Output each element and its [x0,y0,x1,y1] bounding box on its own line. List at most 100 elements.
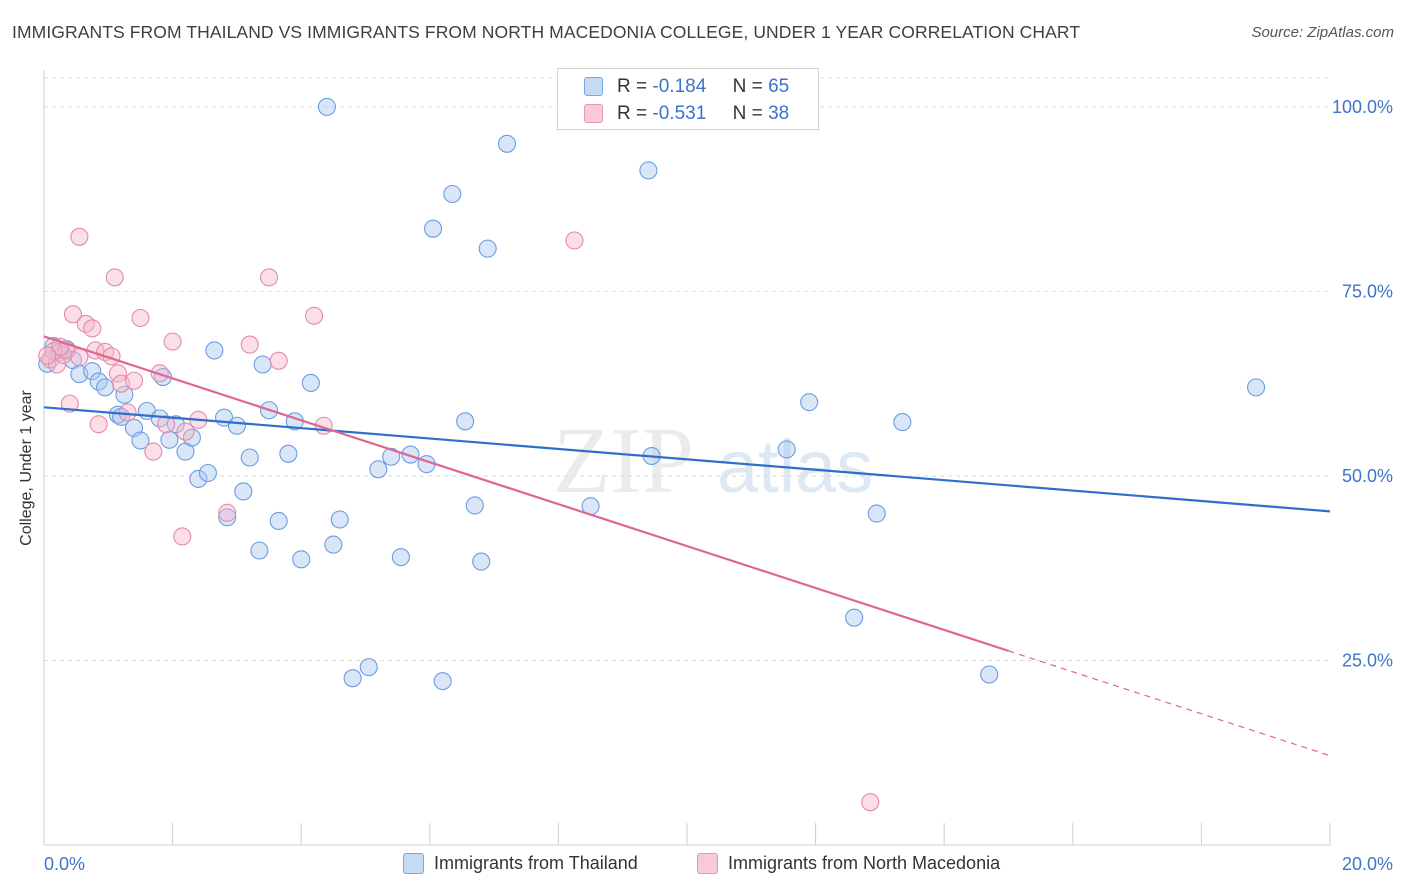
thailand-point-36 [317,97,336,116]
thailand-point-29 [253,355,272,374]
thailand-point-32 [279,444,298,463]
y-axis-label: College, Under 1 year [18,390,35,546]
north-macedonia-point-20 [144,442,163,461]
legend-swatch-north-macedonia [584,104,603,123]
bottom-legend-swatch-north-macedonia [697,853,718,874]
thailand-point-51 [472,552,491,571]
thailand-point-39 [343,669,362,688]
trend-lines [43,335,1331,757]
north-macedonia-point-19 [131,308,150,328]
thailand-point-38 [330,510,349,529]
north-macedonia-point-28 [240,335,259,354]
north-macedonia-point-24 [173,527,192,546]
thailand-point-44 [401,445,420,464]
thailand-point-16 [160,430,179,449]
thailand-point-27 [240,448,259,467]
gridlines [44,77,1330,661]
thailand-point-40 [359,658,378,677]
north-macedonia-point-15 [108,364,127,383]
thailand-point-28 [250,541,269,560]
source-credit: Source: ZipAtlas.com [1251,24,1394,41]
north-macedonia-point-5 [63,305,82,324]
legend-r-label: R = [617,103,648,124]
legend-r-value-thailand: -0.184 [652,76,707,97]
thailand-point-46 [423,219,443,238]
thailand-point-47 [433,672,452,691]
legend-n-value-thailand: 65 [768,76,790,97]
thailand-point-31 [269,511,288,531]
trend-line-thailand [43,406,1331,513]
thailand-point-49 [456,412,475,431]
north-macedonia-point-30 [269,351,288,370]
series-north-macedonia-points [38,227,880,812]
correlation-legend: R = -0.184 N = 65 R = -0.531 N = 38 [557,68,819,130]
thailand-point-41 [369,460,388,479]
thailand-point-52 [478,239,497,258]
legend-r-value-north-macedonia: -0.531 [652,103,707,124]
trend-line-north-macedonia-extension [1008,650,1331,757]
tick-labels: 25.0% 50.0% 75.0% 100.0% 0.0% 20.0% [44,97,1393,874]
x-tick-label-min: 0.0% [44,854,85,874]
north-macedonia-point-17 [118,403,137,422]
thailand-point-42 [382,447,401,466]
series-thailand-points [38,97,1266,691]
bottom-legend-label-thailand: Immigrants from Thailand [434,853,638,873]
north-macedonia-point-18 [124,371,144,390]
north-macedonia-point-9 [83,319,102,338]
thailand-point-5 [83,362,102,381]
north-macedonia-point-11 [89,415,108,434]
thailand-point-63 [1247,378,1266,397]
watermark-zip: ZIP [553,409,694,513]
legend-n-label: N = [732,103,763,124]
thailand-point-50 [465,496,484,515]
north-macedonia-point-22 [157,415,176,434]
thailand-point-43 [391,548,410,567]
x-tick-label-max: 20.0% [1342,854,1393,874]
thailand-point-55 [639,161,658,180]
thailand-point-35 [301,373,320,393]
north-macedonia-point-7 [70,227,89,246]
thailand-point-58 [800,393,819,412]
thailand-point-13 [131,431,150,450]
north-macedonia-point-31 [305,306,324,325]
thailand-point-25 [227,416,246,435]
thailand-point-20 [189,469,208,488]
trend-line-north-macedonia [43,335,1009,652]
thailand-point-26 [234,482,253,501]
bottom-legend-swatch-thailand [403,853,424,874]
thailand-point-60 [867,504,886,523]
north-macedonia-point-25 [176,422,195,441]
north-macedonia-point-37 [38,346,57,365]
thailand-point-62 [980,665,999,684]
north-macedonia-point-27 [218,503,237,522]
thailand-point-53 [497,134,517,153]
thailand-point-24 [218,508,237,527]
y-tick-label-25: 25.0% [1342,650,1393,670]
north-macedonia-point-29 [259,268,279,287]
legend-r-label: R = [617,76,648,97]
thailand-point-17 [166,415,185,434]
thailand-point-22 [205,341,224,360]
thailand-point-7 [96,378,115,397]
bottom-legend-label-north-macedonia: Immigrants from North Macedonia [728,853,1001,873]
axes [43,70,1331,846]
y-tick-label-50: 50.0% [1342,466,1393,486]
thailand-point-34 [292,550,311,569]
y-tick-label-100: 100.0% [1332,97,1393,117]
watermark-atlas: atlas [717,425,873,508]
legend-n-label: N = [732,76,763,97]
north-macedonia-point-33 [565,231,584,250]
y-tick-label-75: 75.0% [1342,281,1393,301]
legend-swatch-thailand [584,77,603,96]
zipatlas-watermark: ZIP atlas [553,409,873,513]
north-macedonia-point-6 [70,348,89,367]
thailand-point-61 [893,413,912,432]
north-macedonia-point-23 [163,332,182,351]
legend-n-value-north-macedonia: 38 [768,103,790,124]
thailand-point-59 [845,608,864,627]
north-macedonia-point-14 [105,268,124,287]
north-macedonia-point-34 [861,793,880,812]
chart-title: IMMIGRANTS FROM THAILAND VS IMMIGRANTS F… [12,22,1081,42]
north-macedonia-point-4 [60,394,79,413]
